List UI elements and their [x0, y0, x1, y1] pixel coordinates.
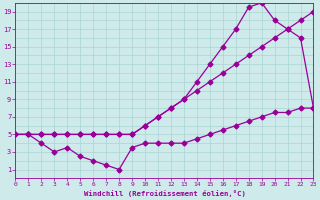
X-axis label: Windchill (Refroidissement éolien,°C): Windchill (Refroidissement éolien,°C) [84, 190, 245, 197]
